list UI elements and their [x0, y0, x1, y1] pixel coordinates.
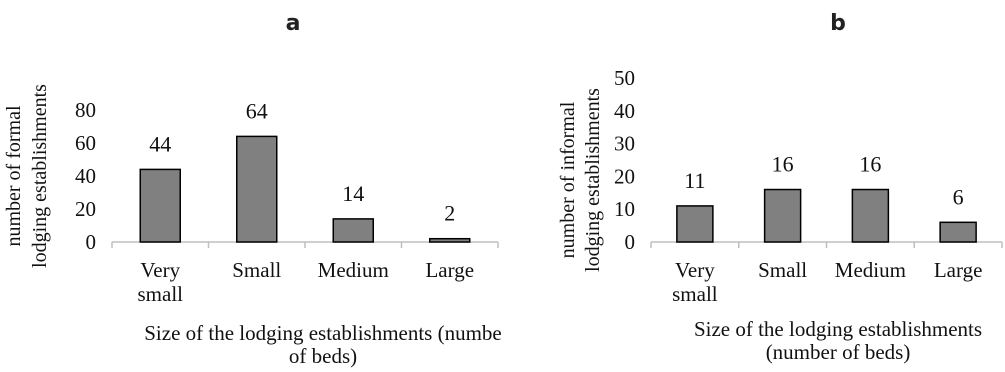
chart-a-bar: [332, 218, 374, 243]
chart-a-bar: [429, 237, 471, 243]
chart-b-bar: [676, 205, 714, 243]
chart-b-data-label: 11: [684, 168, 705, 193]
chart-panel-b: b 0 10 20 30 40 50 11 Very small 16 Small 16 Medium 6 L…: [502, 0, 1004, 372]
chart-b-category-label: Small: [758, 258, 807, 282]
chart-b-y-axis-label: lodging establishments: [582, 88, 604, 272]
chart-a-data-label: 64: [246, 98, 268, 123]
chart-b-category-label: Large: [934, 258, 983, 282]
chart-a-ytick-label: 60: [75, 131, 96, 155]
chart-a-bar: [236, 135, 278, 243]
chart-b-ytick-label: 0: [625, 230, 636, 254]
chart-a-ytick-label: 20: [75, 197, 96, 221]
chart-panel-a: a 0 20 40 60 80 44 Very small 64 Small 14 Medium 2 Lar…: [0, 0, 502, 372]
chart-b-ytick-label: 40: [614, 99, 635, 123]
chart-a-category-label: Very: [140, 258, 180, 282]
chart-b-y-axis-label: number of informal: [557, 101, 579, 258]
chart-a-ytick-label: 0: [86, 230, 97, 254]
chart-b-ytick-label: 10: [614, 197, 635, 221]
chart-b-ytick-label: 20: [614, 164, 635, 188]
chart-a-category-label: Large: [425, 258, 474, 282]
chart-a-bar: [139, 168, 181, 243]
chart-a-category-label: Medium: [318, 258, 389, 282]
chart-b-x-axis-label: (number of beds): [766, 340, 911, 364]
chart-a-panel-letter: a: [286, 11, 301, 36]
chart-a-data-label: 14: [342, 181, 364, 206]
chart-b-category-label: small: [672, 282, 718, 306]
chart-a-y-axis-label: lodging establishments: [29, 84, 51, 268]
chart-b-bar: [939, 221, 977, 243]
chart-a-y-axis-label: number of formal: [3, 105, 25, 247]
chart-a-x-axis-label: of beds): [289, 344, 357, 368]
chart-b-data-label: 6: [953, 184, 964, 209]
chart-a-data-label: 2: [444, 201, 455, 226]
chart-b-ytick-label: 30: [614, 132, 635, 156]
chart-b-bar: [851, 188, 890, 243]
chart-a-category-label: Small: [232, 258, 281, 282]
chart-b-data-label: 16: [859, 152, 881, 177]
chart-b-bar: [763, 188, 802, 243]
chart-b-category-label: Medium: [835, 258, 906, 282]
chart-b-x-axis-label: Size of the lodging establishments: [694, 317, 982, 341]
chart-a-category-label: small: [138, 282, 184, 306]
chart-a-data-label: 44: [149, 131, 171, 156]
chart-b-ytick-label: 50: [614, 66, 635, 90]
chart-b-panel-letter: b: [830, 11, 846, 36]
chart-a-x-axis-label: Size of the lodging establishments (numb…: [144, 321, 502, 345]
chart-b-data-label: 16: [772, 152, 794, 177]
chart-a-ytick-label: 40: [75, 164, 96, 188]
chart-b-category-label: Very: [675, 258, 715, 282]
chart-a-ytick-label: 80: [75, 98, 96, 122]
